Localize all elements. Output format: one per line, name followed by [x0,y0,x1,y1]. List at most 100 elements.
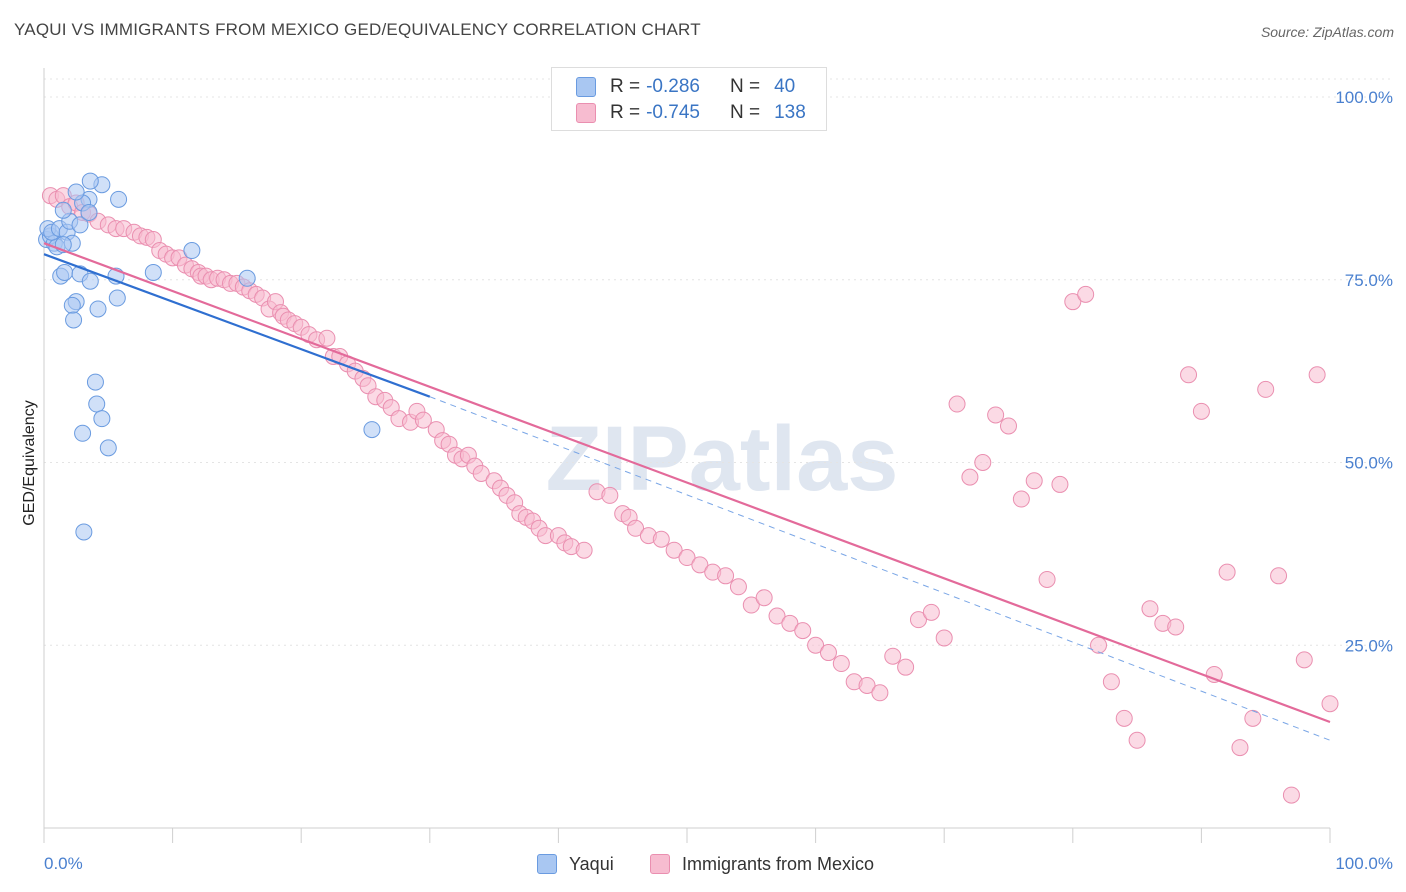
stats-n-value: 138 [774,102,806,123]
yaqui-point [110,190,128,208]
x-tick-label: 100.0% [1335,854,1393,873]
mexico-point [1167,618,1185,636]
legend-item-mexico[interactable]: Immigrants from Mexico [650,852,874,876]
yaqui-point [81,172,99,190]
mexico-point [768,607,786,625]
mexico-point [1270,567,1288,585]
mexico-point [1295,651,1313,669]
legend-item-yaqui[interactable]: Yaqui [537,852,614,876]
mexico-point [1257,380,1275,398]
yaqui-trend-line [43,253,431,398]
mexico-point [1180,366,1198,384]
mexico-point [884,647,902,665]
y-tick-label: 25.0% [1345,636,1393,655]
mexico-point [1051,475,1069,493]
mexico-point [974,454,992,471]
stats-n-label: N = [729,76,761,97]
mexico-point [1064,293,1082,311]
mexico-point [1000,417,1017,435]
yaqui-point [80,203,98,221]
legend-swatch-mexico [650,854,670,874]
mexico-point [665,541,683,559]
mexico-point [652,530,670,548]
stats-r-label: R = [610,76,641,97]
mexico-point [678,549,696,567]
yaqui-point [89,300,107,318]
mexico-point [1218,563,1236,581]
mexico-point [794,622,812,640]
stats-r-value: -0.745 [646,102,700,123]
yaqui-point [65,311,83,329]
chart-title: YAQUI VS IMMIGRANTS FROM MEXICO GED/EQUI… [14,20,701,39]
mexico-point [935,629,953,647]
mexico-point [755,589,773,607]
yaqui-point [144,263,162,281]
mexico-point [1102,673,1120,691]
stats-r-label: R = [610,102,641,123]
mexico-point [1115,709,1133,727]
yaqui-point [88,395,106,413]
stats-r-value: -0.286 [646,76,700,97]
stats-swatch-yaqui [576,77,596,97]
yaqui-point [93,410,111,428]
mexico-point [1012,490,1030,508]
mexico-trend-line [43,242,1331,724]
mexico-point [1141,600,1159,618]
mexico-point [922,603,940,621]
mexico-point [987,406,1005,424]
mexico-point [1128,731,1146,749]
legend-label-mexico: Immigrants from Mexico [682,853,875,874]
mexico-point [948,395,966,413]
yaqui-point [108,289,126,307]
mexico-point [871,684,889,702]
yaqui-point [67,183,85,201]
mexico-point [1192,402,1210,420]
mexico-point [832,655,850,673]
yaqui-point [74,424,92,442]
mexico-point [601,486,619,504]
y-tick-label: 100.0% [1335,88,1393,107]
source-label: Source: ZipAtlas.com [1260,24,1394,40]
yaqui-point [75,523,93,541]
mexico-point [575,541,593,559]
stats-n-label: N = [729,102,761,123]
yaqui-point [86,373,104,391]
mexico-point [1244,709,1262,727]
mexico-point [1321,695,1339,713]
mexico-point [414,411,432,429]
y-tick-label: 50.0% [1345,454,1393,473]
yaqui-point [99,439,117,457]
mexico-point [858,676,876,694]
mexico-point [1308,366,1326,384]
legend-swatch-yaqui [537,854,557,874]
yaqui-point [238,269,256,287]
stats-swatch-mexico [576,103,596,123]
mexico-point [1090,636,1108,654]
mexico-point [1025,472,1043,490]
stats-row-mexico: R = -0.745 N = 138 [576,101,806,125]
yaqui-point [71,216,89,234]
yaqui-point [183,242,201,260]
mexico-point [897,658,915,676]
mexico-point [691,556,709,574]
stats-box: R = -0.286 N = 40 R = -0.745 N = 138 [551,67,827,131]
yaqui-point [63,296,81,314]
legend-label-yaqui: Yaqui [569,853,614,874]
x-tick-label: 0.0% [44,854,83,873]
yaqui-point [54,201,72,219]
mexico-point [472,464,490,482]
y-tick-label: 75.0% [1345,271,1393,290]
mexico-point [819,644,837,662]
mexico-point [1231,739,1249,757]
mexico-point [1282,786,1300,804]
mexico-point [717,567,735,585]
stats-n-value: 40 [774,76,796,97]
mexico-point [1038,570,1056,588]
mexico-point [1077,285,1095,303]
mexico-point [807,636,825,654]
yaqui-point [81,272,99,290]
mexico-point [318,329,336,347]
mexico-point [909,611,927,629]
mexico-point [781,614,799,632]
